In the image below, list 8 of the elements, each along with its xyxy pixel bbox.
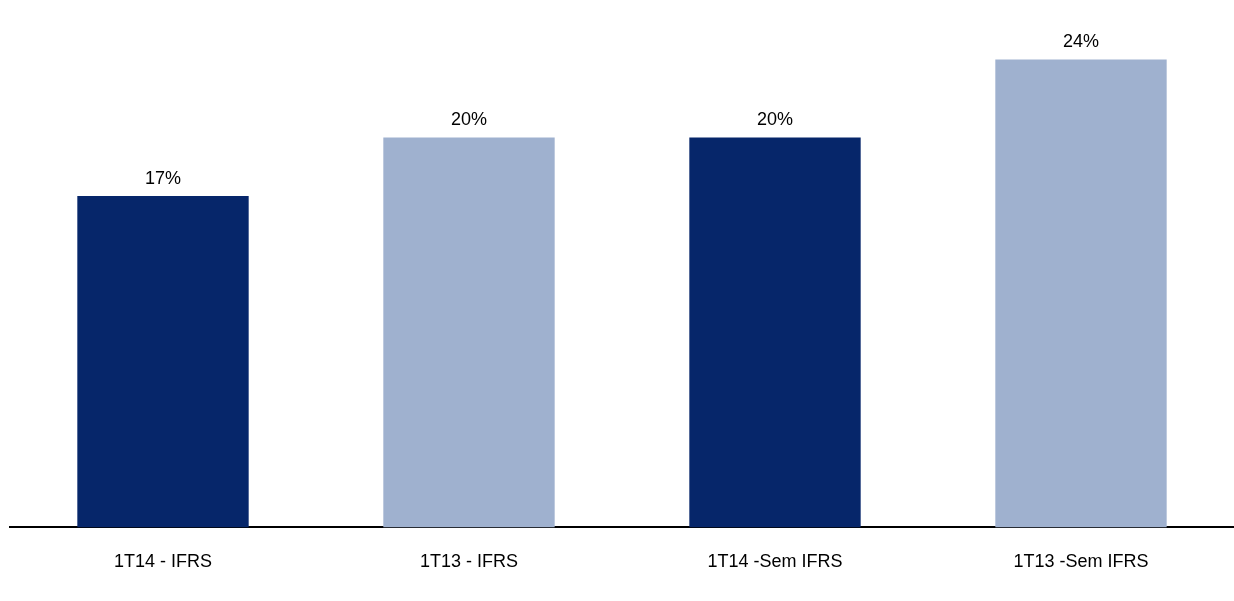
data-label: 17% (144, 167, 182, 188)
data-label: 24% (1062, 31, 1100, 52)
x-tick-label: 1T13 -Sem IFRS (1013, 551, 1149, 572)
x-tick-label: 1T14 - IFRS (113, 551, 213, 572)
x-tick-label: 1T13 - IFRS (419, 551, 519, 572)
data-label: 20% (450, 109, 488, 130)
data-label: 20% (756, 109, 794, 130)
x-tick-label: 1T14 -Sem IFRS (707, 551, 843, 572)
